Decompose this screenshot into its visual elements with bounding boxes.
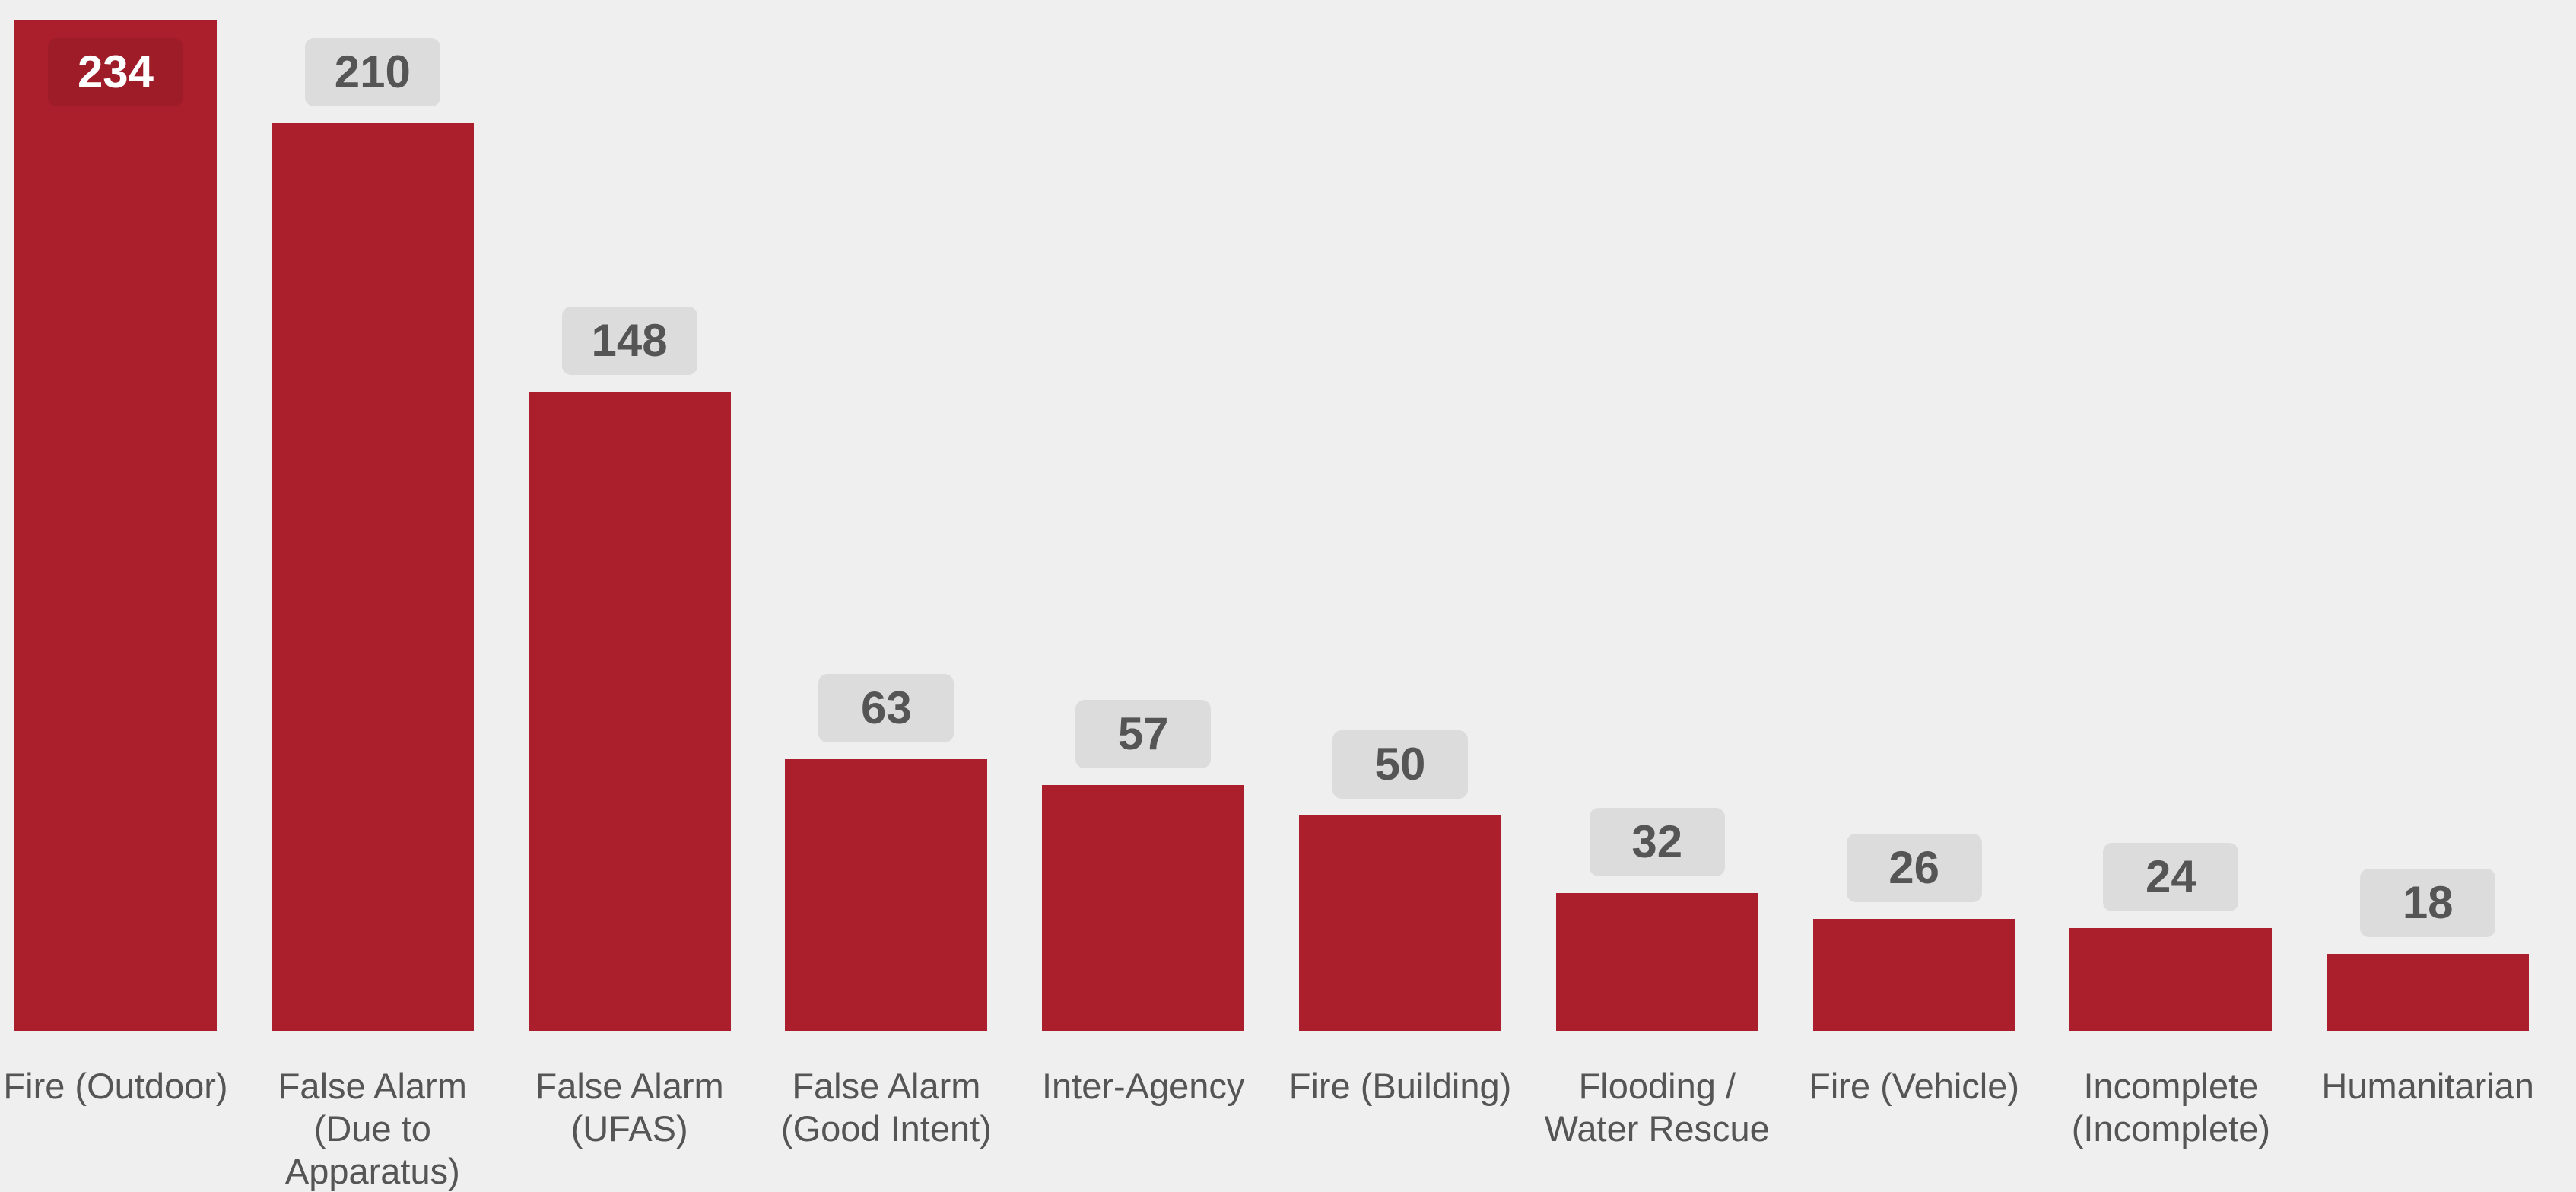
value-label: 32 (1589, 808, 1725, 877)
value-label: 50 (1332, 730, 1468, 799)
x-tick-label: Inter-Agency (1041, 1066, 1245, 1106)
x-tick-label: Incomplete (Incomplete) (2071, 1066, 2270, 1149)
x-tick-label: False Alarm (Good Intent) (780, 1066, 992, 1149)
bar (1812, 919, 2015, 1031)
value-label: 234 (48, 38, 183, 106)
value-label: 57 (1075, 700, 1212, 769)
bar (14, 20, 217, 1031)
value-label: 18 (2360, 868, 2496, 937)
x-tick-label: False Alarm (Due to Apparatus) (278, 1066, 467, 1191)
bar (528, 391, 731, 1031)
x-tick-label: False Alarm (UFAS) (535, 1066, 724, 1149)
value-label: 24 (2103, 842, 2239, 911)
value-label: 210 (304, 38, 440, 107)
value-label: 148 (561, 306, 697, 375)
bar (1555, 893, 1758, 1031)
bar (2327, 953, 2530, 1031)
x-tick-label: Humanitarian (2321, 1066, 2534, 1106)
value-label: 26 (1846, 834, 1982, 903)
bar (1299, 815, 1501, 1031)
x-tick-label: Fire (Vehicle) (1809, 1066, 2020, 1106)
bar (271, 123, 474, 1031)
x-tick-label: Flooding / Water Rescue (1544, 1066, 1770, 1149)
value-label: 63 (818, 673, 954, 742)
x-tick-label: Fire (Outdoor) (3, 1066, 228, 1106)
bar (2069, 927, 2273, 1031)
bar (1042, 785, 1245, 1031)
bar (785, 758, 988, 1031)
x-tick-label: Fire (Building) (1288, 1066, 1512, 1106)
